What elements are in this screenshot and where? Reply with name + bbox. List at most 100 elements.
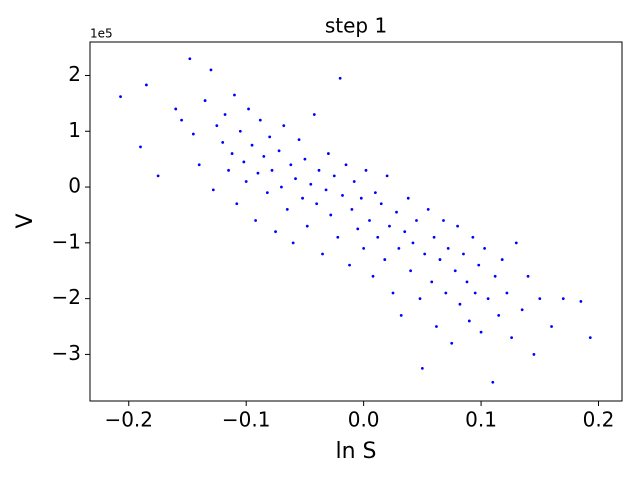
scatter-point (550, 325, 553, 328)
scatter-point (119, 95, 122, 99)
scatter-point (373, 191, 377, 195)
scatter-point (471, 235, 475, 239)
scatter-point (250, 143, 254, 147)
scatter-point (510, 336, 514, 340)
scatter-point (371, 274, 375, 278)
scatter-point (442, 219, 445, 222)
scatter-point (341, 194, 344, 197)
scatter-point (391, 291, 395, 295)
y-tick-label: −3 (52, 341, 81, 365)
scatter-point (174, 107, 178, 111)
scatter-point (423, 252, 427, 256)
scatter-point (520, 308, 524, 312)
scatter-point (270, 168, 274, 172)
scatter-point (505, 291, 509, 295)
scatter-point (352, 180, 356, 183)
scatter-point (324, 188, 328, 192)
scatter-point (467, 319, 471, 323)
scatter-point (309, 182, 313, 186)
scatter-point (285, 207, 289, 211)
scatter-point (432, 235, 436, 239)
scatter-point (280, 185, 283, 189)
scatter-point (526, 274, 530, 278)
scatter-point (579, 300, 583, 303)
scatter-point (438, 258, 442, 261)
y-tick-label: −1 (52, 229, 81, 253)
scatter-point (235, 202, 239, 206)
scatter-point (356, 227, 360, 231)
scatter-point (282, 124, 286, 128)
y-tick-label: 1 (68, 118, 81, 142)
scatter-point (277, 149, 281, 153)
scatter-point (336, 235, 340, 239)
scatter-point (211, 188, 215, 192)
scatter-point (446, 247, 450, 250)
scatter-point (289, 163, 293, 167)
scatter-point (233, 93, 236, 97)
scatter-point (500, 258, 504, 261)
scatter-point (479, 330, 483, 334)
scatter-point (368, 219, 371, 222)
y-offset-label: 1e5 (90, 27, 113, 41)
scatter-point (242, 160, 246, 164)
scatter-point (493, 274, 497, 278)
scatter-point (297, 138, 301, 142)
scatter-point (588, 336, 592, 340)
y-tick-label: 2 (68, 62, 81, 86)
scatter-point (362, 247, 366, 250)
scatter-point (301, 196, 304, 200)
scatter-point (395, 210, 398, 214)
scatter-point (376, 235, 380, 239)
scatter-point (305, 224, 309, 228)
scatter-point (223, 113, 227, 116)
scatter-point (491, 380, 495, 384)
scatter-point (453, 269, 457, 273)
x-tick-label: −0.1 (222, 408, 271, 432)
scatter-point (458, 302, 462, 306)
scatter-point (388, 224, 391, 228)
scatter-point (139, 145, 142, 149)
scatter-point (532, 353, 536, 356)
x-tick-label: −0.2 (104, 408, 153, 432)
scatter-point (397, 247, 401, 250)
scatter-point (227, 168, 230, 172)
scatter-point (156, 174, 160, 178)
scatter-point (430, 280, 434, 284)
scatter-point (294, 177, 297, 181)
scatter-point (230, 152, 234, 155)
scatter-point (254, 219, 257, 222)
scatter-point (321, 252, 324, 256)
scatter-point (329, 213, 333, 217)
scatter-point (538, 297, 542, 301)
scatter-point (344, 163, 348, 167)
scatter-point (364, 168, 368, 172)
scatter-point (379, 202, 383, 206)
scatter-point (258, 118, 262, 122)
scatter-point (409, 269, 413, 273)
scatter-point (483, 247, 486, 250)
scatter-point (359, 196, 363, 200)
scatter-point (444, 291, 448, 295)
scatter-point (256, 171, 260, 175)
scatter-point (315, 202, 319, 206)
scatter-point (399, 313, 403, 317)
scatter-point (262, 154, 266, 158)
scatter-point (144, 83, 148, 87)
scatter-point (221, 141, 225, 144)
scatter-point (411, 241, 415, 245)
scatter-point (203, 99, 207, 102)
scatter-point (244, 180, 248, 183)
scatter-point (215, 124, 219, 128)
scatter-point (291, 241, 295, 245)
scatter-point (274, 230, 277, 234)
scatter-point (561, 297, 565, 301)
scatter-point (312, 113, 316, 116)
scatter-point (426, 207, 430, 211)
scatter-point (303, 157, 307, 161)
scatter-point (465, 280, 469, 284)
scatter-point (268, 135, 272, 139)
scatter-point (317, 168, 321, 172)
scatter-point (497, 313, 501, 317)
scatter-point (456, 224, 459, 228)
scatter-point (477, 263, 481, 267)
